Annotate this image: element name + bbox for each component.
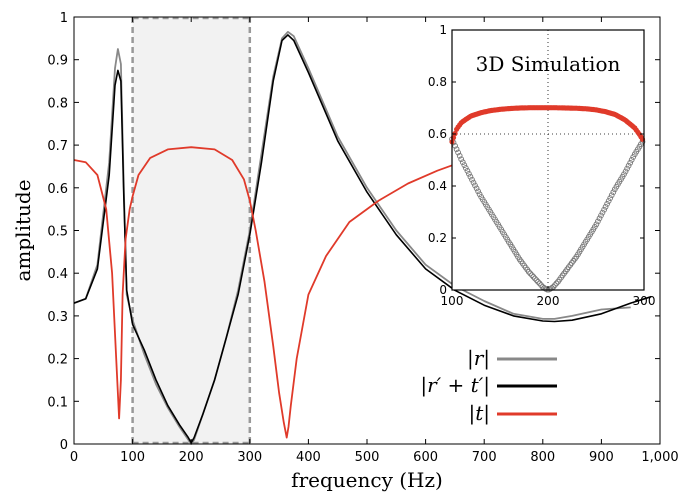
inset-point-reflection [535,278,541,285]
inset-point-reflection [459,159,466,166]
x-tick-label: 500 [355,450,380,465]
inset-point-reflection [469,176,475,183]
y-tick-label: 0.1 [47,395,68,410]
inset-point-reflection [452,143,458,149]
inset-point-reflection [529,272,535,278]
inset-x-tick-label: 200 [537,294,560,308]
legend-label-1: |r′ + t′| [420,373,490,398]
inset-y-tick-label: 0.6 [428,127,447,141]
inset-point-reflection [601,206,607,213]
y-tick-label: 0.3 [47,310,68,325]
y-tick-label: 0.4 [47,267,68,282]
y-axis-label: amplitude [11,179,35,281]
inset-point-reflection [527,270,534,277]
x-tick-label: 100 [120,450,145,465]
inset-point-reflection [607,195,614,201]
y-tick-label: 0 [60,438,68,453]
inset-point-reflection [604,201,610,207]
inset-x-tick-label: 100 [441,294,464,308]
inset-point-reflection [455,149,461,156]
series-line-1 [73,34,652,444]
inset-point-reflection [552,282,558,288]
y-tick-label: 0.2 [47,353,68,368]
inset-point-reflection [466,170,472,177]
series-line-2 [73,146,485,439]
inset-point-reflection [593,221,600,228]
legend-label-2: |t| [468,401,490,426]
inset-point-reflection [462,165,469,171]
x-tick-label: 400 [296,450,321,465]
x-tick-label: 800 [530,450,555,465]
inset-point-reflection [473,185,480,192]
inset-point-reflection [550,283,557,290]
y-tick-label: 0.5 [47,225,68,240]
inset-y-tick-label: 1 [439,23,447,37]
inset-point-reflection [476,191,483,198]
inset-point-reflection [472,182,478,189]
inset-point-reflection [605,198,612,204]
inset-point-reflection [602,203,609,210]
inset-point-reflection [628,157,635,163]
legend: |r||r′ + t′| |t| [420,346,557,426]
inset-point-reflection [536,280,543,287]
y-tick-label: 1 [60,11,68,26]
inset-point-reflection [475,188,481,195]
x-tick-label: 0 [70,450,78,465]
inset-point-reflection [464,168,471,174]
inset-x-tick-label: 300 [633,294,656,308]
inset-point-reflection [598,212,604,219]
inset-point-reflection [599,209,606,216]
inset-point-reflection [625,162,632,169]
inset-point-reflection [596,215,603,222]
inset-point-reflection [622,168,629,175]
inset-y-tick-label: 0 [439,283,447,297]
x-tick-label: 300 [237,450,262,465]
inset-point-reflection [458,156,465,163]
inset-chart: 100 200 300 0 0.2 0.4 0.6 0.8 1 3D Simulation [428,23,656,308]
inset-y-tick-label: 0.4 [428,179,447,193]
x-tick-label: 1,000 [641,450,678,465]
x-axis-label: frequency (Hz) [291,468,443,492]
inset-point-reflection [530,273,537,280]
inset-point-reflection [533,277,540,283]
y-tick-label: 0.6 [47,182,68,197]
y-tick-label: 0.9 [47,54,68,69]
inset-point-reflection [532,275,538,282]
inset-point-reflection [470,179,477,186]
inset-point-reflection [456,152,463,159]
x-tick-label: 700 [472,450,497,465]
legend-label-0: |r| [467,346,490,371]
inset-point-reflection [595,218,601,225]
inset-y-tick-label: 0.2 [428,231,447,245]
highlight-band [132,17,250,444]
inset-point-reflection [467,173,474,180]
inset-y-tick-label: 0.8 [428,75,447,89]
x-tick-label: 200 [179,450,204,465]
x-tick-label: 600 [413,450,438,465]
inset-point-reflection [608,192,615,199]
inset-point-reflection [525,268,532,275]
y-tick-label: 0.7 [47,139,68,154]
inset-point-reflection [624,165,630,172]
x-tick-label: 900 [589,450,614,465]
inset-point-reflection [453,146,460,153]
y-tick-label: 0.8 [47,96,68,111]
inset-point-reflection [627,159,634,166]
inset-point-reflection [461,162,468,168]
inset-point-reflection [553,280,560,287]
inset-title: 3D Simulation [476,52,621,76]
inset-point-reflection [538,282,544,288]
inset-point-reflection [630,154,637,160]
inset-point-reflection [610,189,617,196]
main-chart: 0 100 200 300 400 500 600 700 800 900 1,00000.10.2… [11,11,679,492]
